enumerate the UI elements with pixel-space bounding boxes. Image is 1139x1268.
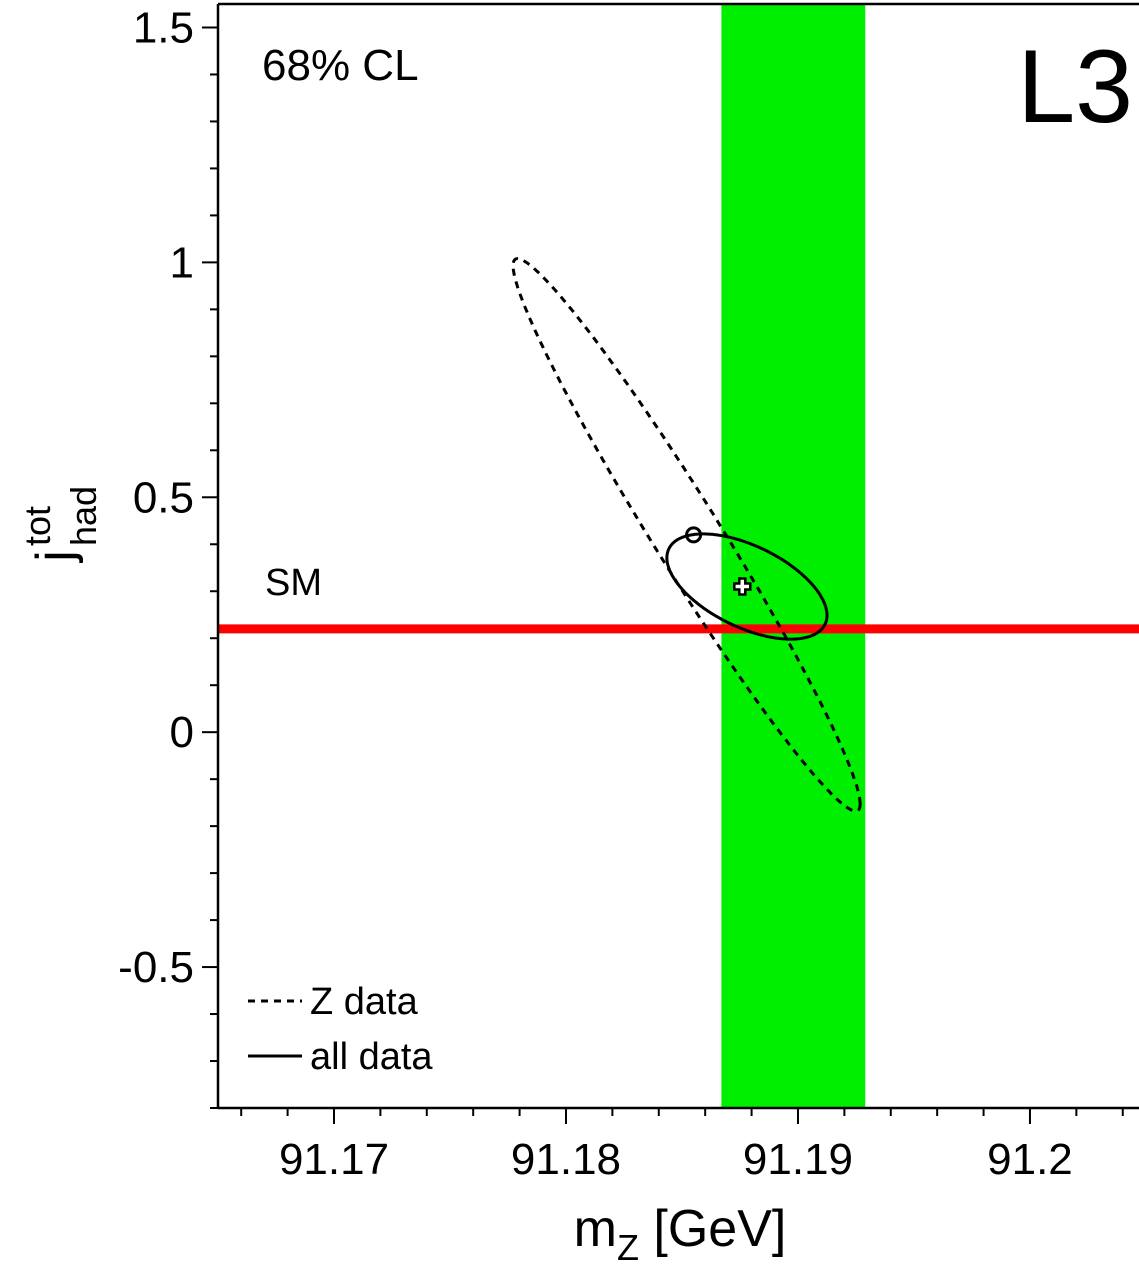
all-data-contour (665, 532, 829, 641)
x-axis-label-sub: Z (617, 1227, 639, 1268)
sm-label: SM (265, 562, 322, 604)
y-axis-label: j had tot (17, 486, 104, 564)
y-axis-label-sup: tot (17, 506, 58, 546)
y-tick-label: 1.5 (133, 3, 194, 52)
x-tick-label: 91.18 (511, 1135, 621, 1184)
cl-label: 68% CL (262, 41, 419, 90)
x-tick-label: 91.19 (743, 1135, 853, 1184)
best-fit-markers (685, 526, 752, 596)
x-axis-label-unit: [GeV] (639, 1200, 786, 1258)
mz-measurement-band (721, 4, 866, 1108)
y-tick-label: 0.5 (133, 473, 194, 522)
y-tick-label: 0 (170, 708, 194, 757)
y-axis-ticks: -0.5 0 0.5 1 1.5 (118, 3, 218, 1109)
x-tick-label: 91.17 (279, 1135, 389, 1184)
x-tick-label: 91.2 (987, 1135, 1073, 1184)
x-axis-label-main: m (574, 1200, 617, 1258)
y-tick-label: 1 (170, 238, 194, 287)
legend-label-z-data: Z data (310, 981, 419, 1023)
plot-area (218, 4, 1139, 1108)
experiment-label: L3 (1017, 29, 1133, 145)
y-axis-label-main: j (26, 550, 84, 564)
z-data-contour (511, 257, 862, 813)
y-axis-label-sub: had (63, 486, 104, 546)
legend: Z data all data (248, 981, 433, 1078)
x-axis-label: mZ [GeV] (574, 1200, 787, 1268)
x-axis-ticks: 91.17 91.18 91.19 91.2 (240, 1108, 1124, 1184)
y-tick-label: -0.5 (118, 943, 194, 992)
legend-label-all-data: all data (310, 1036, 433, 1078)
best-fit-circle-marker (685, 526, 703, 544)
best-fit-cross-marker (733, 577, 752, 596)
plot-frame (216, 2, 1139, 1110)
